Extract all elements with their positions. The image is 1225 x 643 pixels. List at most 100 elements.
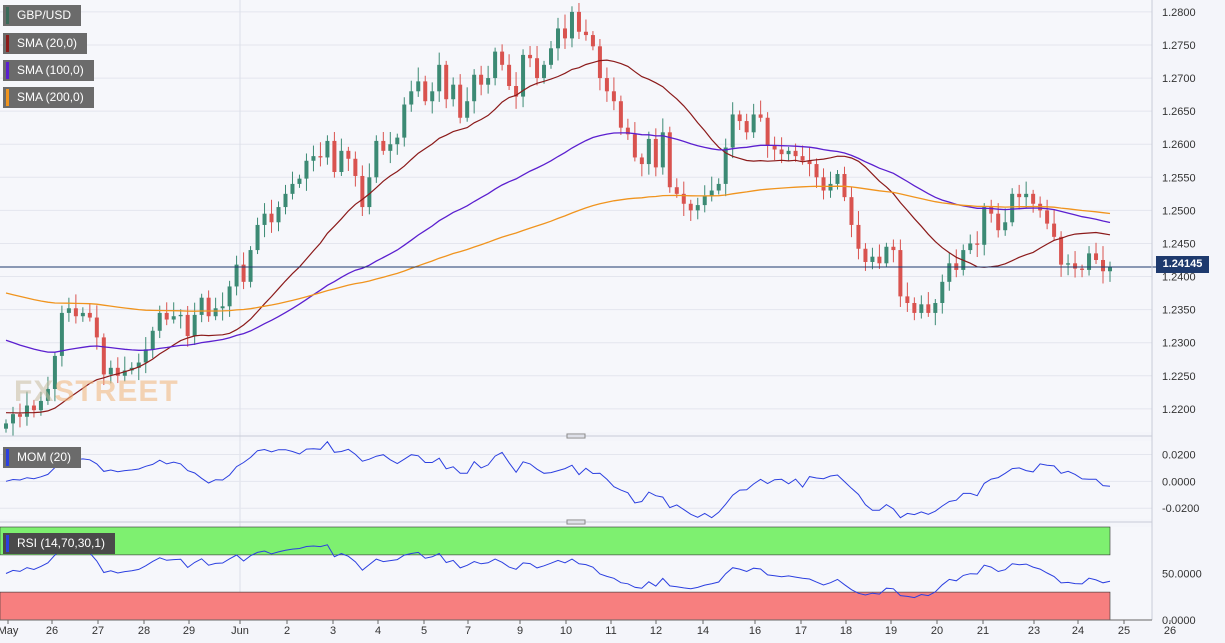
candle-body	[660, 132, 665, 168]
candle-body	[444, 64, 449, 100]
candle-body	[1010, 193, 1015, 223]
candle-body	[101, 337, 106, 375]
candle-body	[325, 140, 330, 158]
candle-body	[919, 304, 924, 313]
candle-body	[996, 213, 1001, 231]
panel-resize-handle	[566, 433, 586, 439]
candle-body	[891, 246, 896, 251]
candle-body	[751, 114, 756, 133]
mom-y-tick: -0.0200	[1162, 503, 1199, 515]
price-y-tick: 1.2700	[1162, 73, 1196, 85]
candle-body	[639, 157, 644, 165]
candle-body	[171, 316, 176, 320]
price-y-tick: 1.2200	[1162, 404, 1196, 416]
watermark-part2: STREET	[54, 375, 179, 408]
candle-body	[192, 314, 197, 337]
candle-body	[535, 58, 540, 79]
candle-body	[542, 64, 547, 79]
candle-body	[1052, 223, 1057, 237]
candle-body	[507, 64, 512, 87]
candle-body	[947, 263, 952, 282]
price-y-tick: 1.2250	[1162, 371, 1196, 383]
x-tick-label: 28	[138, 625, 150, 637]
candle-body	[1080, 268, 1085, 270]
fxstreet-watermark: FXSTREET	[14, 375, 179, 409]
candle-body	[800, 156, 805, 161]
candle-body	[395, 137, 400, 145]
price-y-tick: 1.2650	[1162, 106, 1196, 118]
candle-body	[821, 177, 826, 191]
candle-body	[339, 150, 344, 173]
mom-label[interactable]: MOM (20)	[3, 447, 81, 468]
candle-body	[814, 164, 819, 178]
sma20-text: SMA (20,0)	[17, 36, 78, 50]
x-tick-label: 14	[697, 625, 709, 637]
x-tick-label: 17	[795, 625, 807, 637]
candle-body	[276, 207, 281, 223]
candle-body	[1066, 263, 1071, 265]
candle-body	[772, 145, 777, 150]
candle-body	[409, 91, 414, 105]
x-tick-label: 25	[1118, 625, 1130, 637]
sma20-line	[5, 59, 1111, 414]
sma100-label[interactable]: SMA (100,0)	[3, 60, 94, 81]
candle-body	[136, 362, 141, 368]
candle-body	[989, 207, 994, 214]
x-tick-label: 26	[1164, 625, 1176, 637]
candle-body	[402, 104, 407, 138]
sma200-label[interactable]: SMA (200,0)	[3, 87, 94, 108]
candle-body	[1003, 222, 1008, 231]
sma20-label[interactable]: SMA (20,0)	[3, 33, 88, 54]
candle-body	[702, 195, 707, 206]
candle-body	[856, 224, 861, 249]
sma20-swatch	[6, 35, 9, 52]
candle-body	[59, 312, 64, 356]
candle-body	[73, 308, 78, 317]
candle-body	[940, 281, 945, 303]
candle-body	[842, 173, 847, 198]
candle-body	[1024, 193, 1029, 198]
instrument-label[interactable]: GBP/USD	[3, 5, 82, 26]
sma200-text: SMA (200,0)	[17, 90, 84, 104]
x-tick-label: 27	[92, 625, 104, 637]
candle-body	[283, 193, 288, 208]
candle-body	[828, 183, 833, 191]
candle-body	[737, 114, 742, 122]
candle-body	[786, 150, 791, 155]
price-y-tick: 1.2350	[1162, 305, 1196, 317]
price-y-tick: 1.2600	[1162, 139, 1196, 151]
candle-body	[982, 207, 987, 245]
price-panel-bg	[0, 0, 1152, 432]
candle-body	[723, 147, 728, 184]
rsi-label[interactable]: RSI (14,70,30,1)	[3, 533, 116, 554]
candle-body	[297, 178, 302, 184]
candle-body	[1031, 193, 1036, 204]
candle-body	[4, 423, 8, 429]
candle-body	[437, 64, 442, 92]
candle-body	[569, 11, 574, 39]
candle-body	[681, 193, 686, 204]
candle-body	[304, 160, 309, 179]
candle-body	[248, 250, 253, 282]
sma200-swatch	[6, 89, 9, 106]
candle-body	[968, 243, 973, 251]
price-y-tick: 1.2550	[1162, 172, 1196, 184]
mom-y-tick: 0.0200	[1162, 449, 1196, 461]
candle-body	[849, 197, 854, 225]
candle-body	[1087, 253, 1092, 270]
candle-body	[905, 296, 910, 303]
candle-body	[241, 264, 246, 282]
candle-body	[416, 81, 421, 92]
candle-body	[618, 101, 623, 128]
instrument-swatch	[6, 7, 9, 24]
candle-body	[793, 150, 798, 157]
candle-body	[765, 117, 770, 146]
candle-body	[877, 256, 882, 264]
candle-body	[150, 330, 155, 350]
candle-body	[898, 250, 903, 297]
x-tick-label: 12	[650, 625, 662, 637]
candle-body	[549, 48, 554, 65]
x-tick-label: 3	[330, 625, 336, 637]
candle-body	[451, 84, 456, 100]
